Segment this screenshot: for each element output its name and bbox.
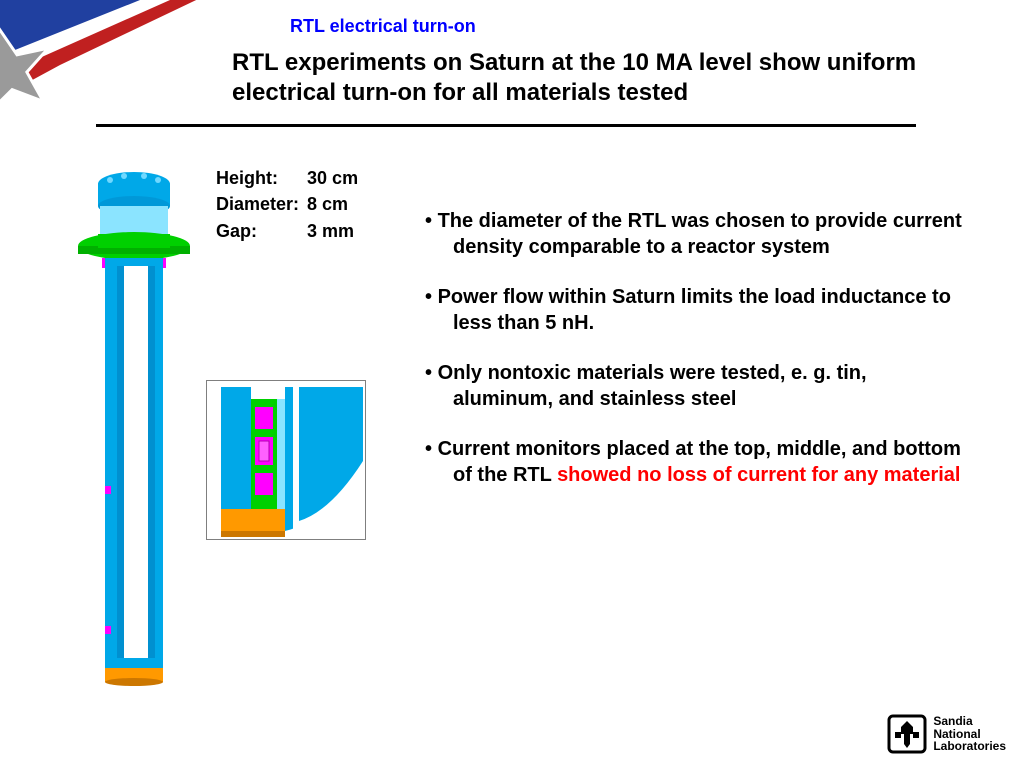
bullet-3: Only nontoxic materials were tested, e. … <box>425 360 965 412</box>
bullet-4: Current monitors placed at the top, midd… <box>425 436 965 488</box>
dim-gap-label: Gap: <box>216 219 305 243</box>
slide-header-label: RTL electrical turn-on <box>290 16 476 37</box>
logo-line3: Laboratories <box>933 740 1006 753</box>
dim-height-label: Height: <box>216 166 305 190</box>
dim-gap-value: 3 mm <box>307 219 358 243</box>
bullet-2: Power flow within Saturn limits the load… <box>425 284 965 336</box>
dim-diameter-value: 8 cm <box>307 192 358 216</box>
dim-height-value: 30 cm <box>307 166 358 190</box>
dim-diameter-label: Diameter: <box>216 192 305 216</box>
bullet-list: The diameter of the RTL was chosen to pr… <box>425 208 965 512</box>
bullet-1: The diameter of the RTL was chosen to pr… <box>425 208 965 260</box>
thunderbird-icon <box>887 714 927 754</box>
rtl-diagram <box>72 166 197 686</box>
bullet-4-highlight: showed no loss of current for any materi… <box>557 464 960 486</box>
logo-line1: Sandia <box>933 715 1006 728</box>
title-rule <box>96 124 916 127</box>
sandia-logo: Sandia National Laboratories <box>887 714 1006 754</box>
rtl-inset-diagram <box>206 380 366 540</box>
main-title: RTL experiments on Saturn at the 10 MA l… <box>232 48 952 108</box>
dimensions-block: Height: 30 cm Diameter: 8 cm Gap: 3 mm <box>214 164 360 245</box>
